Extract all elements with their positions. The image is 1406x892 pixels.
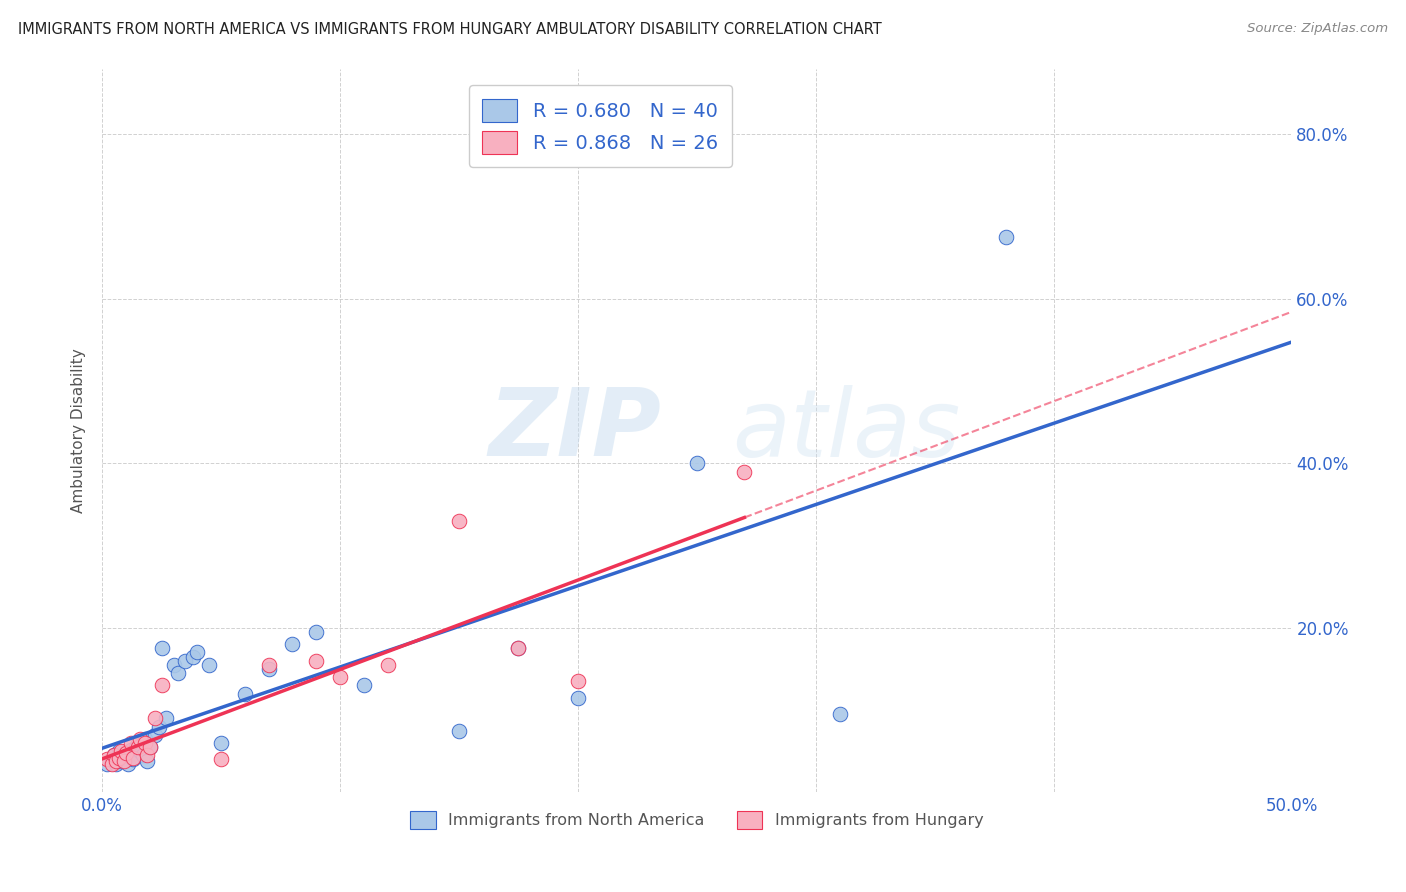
Point	[162, 657, 184, 672]
Point	[567, 674, 589, 689]
Point	[447, 723, 470, 738]
Point	[105, 756, 128, 771]
Point	[139, 740, 162, 755]
Point	[686, 456, 709, 470]
Point	[134, 731, 156, 746]
Point	[181, 649, 204, 664]
Point	[733, 465, 755, 479]
Point	[96, 752, 118, 766]
Point	[122, 752, 145, 766]
Point	[136, 748, 159, 763]
Point	[110, 744, 132, 758]
Point	[198, 657, 221, 672]
Text: atlas: atlas	[733, 385, 960, 476]
Point	[100, 756, 122, 771]
Point	[115, 746, 138, 760]
Point	[447, 514, 470, 528]
Point	[353, 678, 375, 692]
Point	[108, 744, 131, 758]
Point	[281, 637, 304, 651]
Point	[174, 654, 197, 668]
Point	[377, 657, 399, 672]
Point	[233, 687, 256, 701]
Point	[567, 690, 589, 705]
Point	[127, 740, 149, 755]
Point	[329, 670, 352, 684]
Point	[150, 641, 173, 656]
Point	[150, 678, 173, 692]
Point	[124, 740, 146, 755]
Point	[129, 731, 152, 746]
Point	[103, 748, 125, 763]
Text: IMMIGRANTS FROM NORTH AMERICA VS IMMIGRANTS FROM HUNGARY AMBULATORY DISABILITY C: IMMIGRANTS FROM NORTH AMERICA VS IMMIGRA…	[18, 22, 882, 37]
Point	[828, 707, 851, 722]
Point	[134, 736, 156, 750]
Point	[167, 666, 190, 681]
Point	[105, 754, 128, 768]
Point	[186, 645, 208, 659]
Point	[148, 719, 170, 733]
Point	[209, 752, 232, 766]
Point	[127, 736, 149, 750]
Point	[305, 624, 328, 639]
Point	[257, 657, 280, 672]
Point	[112, 754, 135, 768]
Point	[136, 754, 159, 768]
Point	[115, 746, 138, 760]
Point	[143, 728, 166, 742]
Point	[117, 756, 139, 771]
Point	[209, 736, 232, 750]
Point	[305, 654, 328, 668]
Point	[257, 662, 280, 676]
Point	[139, 740, 162, 755]
Point	[110, 754, 132, 768]
Point	[120, 736, 142, 750]
Point	[131, 748, 153, 763]
Text: Source: ZipAtlas.com: Source: ZipAtlas.com	[1247, 22, 1388, 36]
Point	[112, 751, 135, 765]
Point	[103, 748, 125, 763]
Point	[120, 742, 142, 756]
Point	[995, 230, 1018, 244]
Y-axis label: Ambulatory Disability: Ambulatory Disability	[72, 348, 86, 513]
Text: ZIP: ZIP	[488, 384, 661, 476]
Point	[155, 711, 177, 725]
Point	[143, 711, 166, 725]
Point	[108, 751, 131, 765]
Point	[96, 756, 118, 771]
Point	[122, 751, 145, 765]
Point	[129, 744, 152, 758]
Legend: Immigrants from North America, Immigrants from Hungary: Immigrants from North America, Immigrant…	[404, 805, 990, 835]
Point	[508, 641, 530, 656]
Point	[100, 752, 122, 766]
Point	[508, 641, 530, 656]
